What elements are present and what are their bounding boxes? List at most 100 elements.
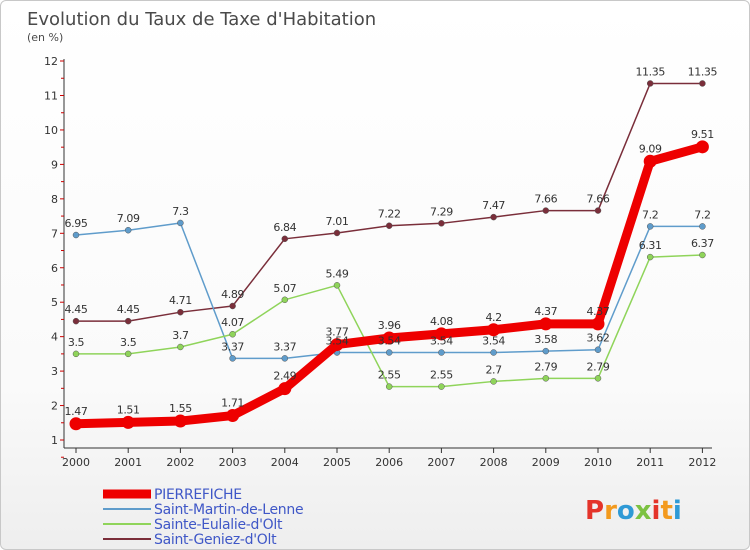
- data-label: 4.71: [169, 294, 192, 307]
- data-label: 7.66: [587, 193, 610, 206]
- series-point: [487, 323, 501, 337]
- y-tick-label: 11: [44, 90, 58, 103]
- series-point: [699, 80, 706, 87]
- data-label: 4.2: [485, 311, 501, 324]
- data-label: 6.31: [639, 239, 662, 252]
- data-label: 7.3: [172, 205, 189, 218]
- x-tick-label: 2011: [636, 456, 664, 469]
- series-point: [281, 296, 289, 304]
- data-labels: 1.47 1.51 1.55 1.71 2.49 3.77 3.96 4.08 4.2 4.37 4…: [65, 65, 718, 417]
- data-label: 7.47: [482, 199, 505, 212]
- data-label: 6.95: [65, 217, 88, 230]
- x-tick-label: 2000: [62, 456, 90, 469]
- series-point: [173, 414, 187, 428]
- data-label: 3.62: [587, 332, 610, 345]
- data-label: 1.55: [169, 402, 192, 415]
- series-point: [438, 383, 445, 390]
- data-label: 1.71: [221, 397, 244, 410]
- series-point: [594, 375, 602, 382]
- y-tick-label: 6: [51, 262, 58, 275]
- series-point: [72, 317, 80, 325]
- axes: [63, 59, 712, 449]
- logo-letter: i: [673, 496, 682, 526]
- series-point: [69, 417, 83, 431]
- data-label: 3.7: [172, 329, 189, 342]
- legend-label: Sainte-Eulalie-d'Olt: [154, 517, 283, 533]
- series-point: [124, 226, 132, 234]
- series-point: [542, 347, 550, 355]
- series-point: [124, 350, 132, 358]
- x-tick-label: 2010: [584, 456, 612, 469]
- series-point: [385, 349, 393, 356]
- data-label: 4.45: [117, 303, 140, 316]
- data-label: 3.37: [273, 340, 296, 353]
- data-label: 2.55: [430, 369, 453, 382]
- data-label: 7.2: [694, 208, 710, 221]
- proxiti-logo: Proxiti: [585, 496, 682, 526]
- data-label: 3.77: [326, 326, 349, 339]
- series-point: [281, 355, 289, 362]
- data-label: 9.51: [691, 128, 714, 141]
- series-point: [490, 378, 497, 385]
- series-point: [695, 140, 709, 154]
- data-label: 11.35: [635, 65, 665, 78]
- data-label: 2.7: [485, 363, 502, 376]
- series-point: [177, 219, 184, 227]
- data-label: 3.54: [378, 334, 401, 347]
- data-label: 4.08: [430, 315, 453, 328]
- series-point: [699, 223, 706, 230]
- x-ticks: 2000 2001 2002 2003 2004 2005 2006 2007 2008 2009…: [62, 448, 716, 469]
- data-label: 7.2: [642, 208, 658, 221]
- series-point: [434, 327, 448, 341]
- y-tick-label: 1: [51, 434, 58, 447]
- x-tick-label: 2009: [532, 456, 560, 469]
- data-label: 7.22: [378, 208, 401, 221]
- x-tick-label: 2006: [375, 456, 403, 469]
- series-point: [594, 346, 602, 353]
- series-point: [333, 282, 341, 289]
- series-point: [646, 223, 654, 230]
- series-point: [594, 207, 602, 214]
- series-point: [333, 229, 341, 237]
- logo-letter: i: [652, 496, 661, 526]
- logo-letter: o: [617, 496, 635, 526]
- data-label: 2.49: [273, 370, 296, 383]
- data-label: 4.07: [221, 316, 244, 329]
- data-label: 7.01: [326, 215, 349, 228]
- data-label: 6.37: [691, 237, 714, 250]
- data-label: 3.54: [430, 334, 453, 347]
- series-point: [539, 317, 553, 331]
- data-label: 7.09: [117, 212, 140, 225]
- data-label: 4.45: [65, 303, 88, 316]
- series-point: [124, 317, 132, 325]
- series-point: [490, 349, 497, 356]
- series-point: [591, 317, 605, 331]
- data-label: 5.49: [326, 267, 349, 280]
- y-tick-label: 2: [51, 400, 58, 413]
- series-point: [646, 80, 654, 87]
- series-point: [229, 330, 236, 338]
- data-label: 3.96: [378, 319, 401, 332]
- series-point: [177, 308, 184, 316]
- y-tick-label: 4: [51, 331, 58, 344]
- data-label: 11.35: [688, 65, 718, 78]
- series-point: [330, 338, 344, 352]
- x-tick-label: 2002: [166, 456, 194, 469]
- logo-letter: P: [585, 496, 604, 526]
- x-tick-label: 2003: [219, 456, 247, 469]
- data-label: 3.58: [534, 333, 557, 346]
- data-label: 3.37: [221, 340, 244, 353]
- y-tick-label: 9: [51, 158, 58, 171]
- x-tick-label: 2004: [271, 456, 299, 469]
- series-point: [646, 253, 654, 261]
- logo-letter: r: [604, 496, 617, 526]
- series-point: [226, 409, 240, 423]
- data-label: 3.54: [482, 334, 505, 347]
- data-label: 3.5: [120, 336, 137, 349]
- x-tick-label: 2008: [480, 456, 508, 469]
- series-point: [385, 222, 393, 229]
- data-label: 6.84: [273, 221, 296, 234]
- series-point: [542, 207, 550, 214]
- series-point: [72, 231, 80, 239]
- data-label: 5.07: [273, 282, 296, 295]
